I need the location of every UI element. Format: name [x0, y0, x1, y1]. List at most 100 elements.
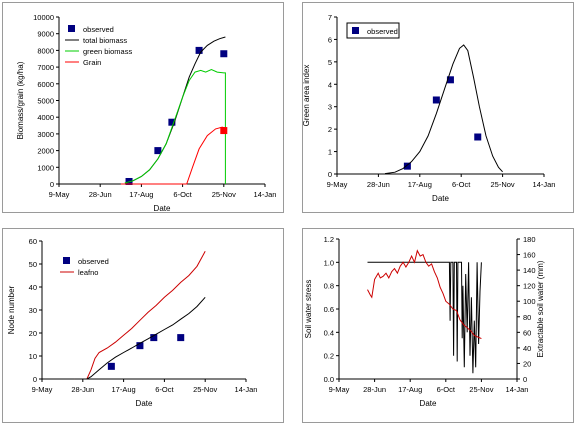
- legend-marker: [63, 257, 70, 264]
- x-tick-label: 6-Oct: [155, 385, 174, 394]
- y-axis-title: Biomass/grain (kg/ha): [16, 61, 25, 139]
- data-point: [177, 334, 185, 342]
- y-tick-label: 40: [29, 283, 37, 292]
- y-tick-label: 1.0: [324, 258, 334, 267]
- series-line: [74, 251, 206, 380]
- y2-tick-label: 160: [523, 251, 536, 260]
- chart-biomass: 0 1000 2000 3000 4000 5000 6000 7000 8000 9000 100…: [16, 13, 277, 213]
- x-tick-label: 14-Jan: [254, 190, 277, 199]
- y-tick-label: 6000: [37, 80, 54, 89]
- y-tick-label: 4: [328, 80, 332, 89]
- x-tick-label: 14-Jan: [506, 385, 529, 394]
- x-tick-label: 25-Nov: [193, 385, 217, 394]
- panel-soil-water: 0.0 0.2 0.4 0.6 0.8 1.0 1.2 0 20 40 60 80 100 120 140 1…: [302, 228, 574, 423]
- y-tick-label: 0: [50, 180, 54, 189]
- y-tick-label: 10000: [33, 13, 54, 22]
- x-tick-label: 14-Jan: [533, 180, 556, 189]
- chart-green-area-index: 0 1 2 3 4 5 6 7 9-May 28-Jun 17-Aug 6-Oct 25-Nov 14-J…: [302, 13, 556, 203]
- x-axis-title: Date: [136, 399, 153, 408]
- x-tick-label: 14-Jan: [235, 385, 258, 394]
- y-tick-label: 5: [328, 58, 332, 67]
- chart-soil-water: 0.0 0.2 0.4 0.6 0.8 1.0 1.2 0 20 40 60 80 100 120 140 1…: [304, 235, 545, 408]
- data-point: [220, 50, 228, 58]
- chart-node-number: 0 10 20 30 40 50 60 9-May 28-Jun 17-Aug 6-Oct 25-No…: [7, 237, 258, 408]
- data-point: [195, 46, 203, 54]
- y2-tick-label: 0: [523, 375, 527, 384]
- x-tick-label: 9-May: [32, 385, 53, 394]
- legend-label: observed: [83, 25, 114, 34]
- x-tick-label: 9-May: [49, 190, 70, 199]
- y-tick-label: 0.6: [324, 305, 334, 314]
- legend-box: [346, 22, 400, 39]
- legend-label: observed: [367, 27, 398, 36]
- y-tick-label: 0.8: [324, 282, 334, 291]
- x-tick-label: 6-Oct: [437, 385, 456, 394]
- data-point: [150, 334, 158, 342]
- y-axis-title: Green area index: [303, 65, 311, 127]
- series-line: [124, 69, 226, 184]
- x-tick-label: 28-Jun: [367, 180, 390, 189]
- y2-tick-label: 40: [523, 344, 531, 353]
- y-tick-label: 0.0: [324, 375, 334, 384]
- legend-marker: [68, 25, 75, 32]
- y-tick-label: 2: [328, 125, 332, 134]
- x-tick-label: 17-Aug: [129, 190, 153, 199]
- y-tick-label: 20: [29, 329, 37, 338]
- y2-tick-label: 80: [523, 313, 531, 322]
- y-tick-label: 2000: [37, 147, 54, 156]
- x-tick-label: 25-Nov: [469, 385, 493, 394]
- panel-node-number: 0 10 20 30 40 50 60 9-May 28-Jun 17-Aug 6-Oct 25-No…: [2, 228, 284, 423]
- data-point: [168, 118, 176, 126]
- y2-tick-label: 140: [523, 266, 536, 275]
- data-point: [403, 162, 411, 170]
- x-tick-label: 28-Jun: [71, 385, 94, 394]
- y-axis-title: Soil water stress: [304, 280, 313, 339]
- x-tick-label: 9-May: [329, 385, 350, 394]
- legend-label: total biomass: [83, 36, 127, 45]
- y-tick-label: 0: [328, 170, 332, 179]
- y-tick-label: 5000: [37, 97, 54, 106]
- y2-tick-label: 20: [523, 359, 531, 368]
- y2-tick-label: 180: [523, 235, 536, 244]
- y2-axis-title: Extractable soil water (mm): [536, 260, 545, 357]
- data-point: [474, 133, 482, 141]
- x-tick-label: 28-Jun: [363, 385, 386, 394]
- y-tick-label: 1.2: [324, 235, 334, 244]
- legend-label: leafno: [78, 268, 98, 277]
- series-line: [367, 261, 482, 374]
- y-tick-label: 0.2: [324, 352, 334, 361]
- y-tick-label: 3000: [37, 130, 54, 139]
- series-line: [367, 249, 482, 340]
- x-tick-label: 17-Aug: [398, 385, 422, 394]
- x-tick-label: 25-Nov: [491, 180, 515, 189]
- data-point: [446, 76, 454, 84]
- x-tick-label: 17-Aug: [408, 180, 432, 189]
- y-tick-label: 4000: [37, 113, 54, 122]
- y-tick-label: 7: [328, 13, 332, 22]
- y-tick-label: 8000: [37, 46, 54, 55]
- x-tick-label: 6-Oct: [173, 190, 192, 199]
- y-tick-label: 1: [328, 148, 332, 157]
- x-axis-title: Date: [154, 204, 171, 212]
- legend-label: observed: [78, 257, 109, 266]
- panel-green-area-index: 0 1 2 3 4 5 6 7 9-May 28-Jun 17-Aug 6-Oct 25-Nov 14-J…: [302, 2, 574, 213]
- x-tick-label: 9-May: [327, 180, 348, 189]
- y2-tick-label: 60: [523, 328, 531, 337]
- y-tick-label: 60: [29, 237, 37, 246]
- y-tick-label: 7000: [37, 63, 54, 72]
- data-point: [136, 342, 144, 350]
- legend-marker: [352, 27, 359, 34]
- y2-tick-label: 120: [523, 282, 536, 291]
- y-tick-label: 0.4: [324, 328, 334, 337]
- panel-biomass: 0 1000 2000 3000 4000 5000 6000 7000 8000 9000 100…: [2, 2, 284, 213]
- y-tick-label: 30: [29, 306, 37, 315]
- x-axis-title: Date: [432, 194, 449, 203]
- data-point: [220, 127, 228, 135]
- data-point: [154, 147, 162, 155]
- legend-box: [63, 21, 155, 69]
- y-tick-label: 6: [328, 35, 332, 44]
- series-line: [384, 44, 503, 175]
- y-tick-label: 1000: [37, 163, 54, 172]
- y-tick-label: 3: [328, 103, 332, 112]
- data-point: [432, 96, 440, 104]
